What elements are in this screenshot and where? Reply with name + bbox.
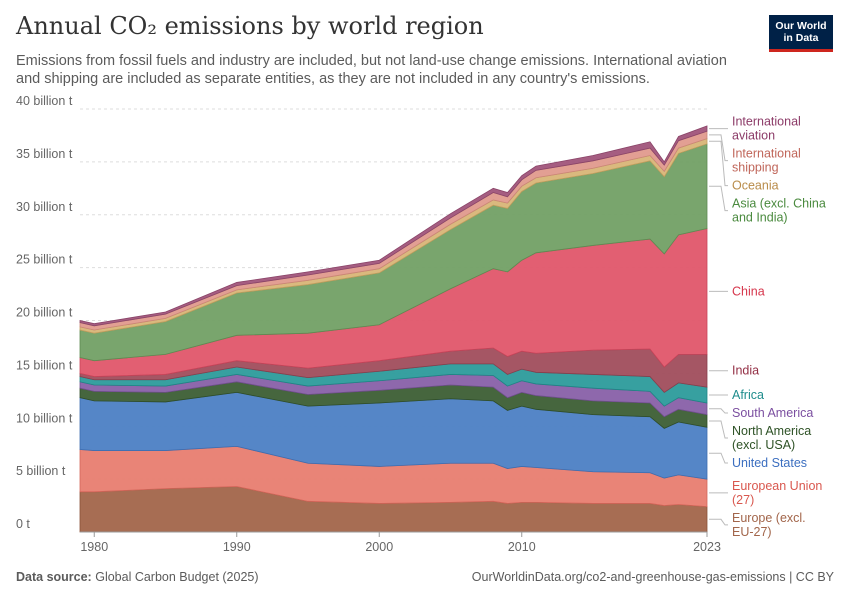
x-tick-label: 2010	[508, 540, 536, 554]
legend-label-line: India	[732, 364, 759, 378]
data-source: Data source: Global Carbon Budget (2025)	[16, 570, 259, 584]
legend-connector-north-america-excl-usa	[709, 420, 728, 439]
legend-label-oceania: Oceania	[732, 179, 779, 193]
legend-label-line: Africa	[732, 388, 764, 402]
legend-label-line: EU-27)	[732, 525, 772, 539]
data-source-text[interactable]: Global Carbon Budget (2025)	[95, 570, 259, 584]
legend-label-asia-excl-china-and-india: Asia (excl. China and India)	[732, 197, 826, 225]
legend-connector-europe-excl-eu-27	[709, 518, 728, 526]
legend-label-line: Asia (excl. China	[732, 197, 826, 211]
x-tick-label: 2023	[693, 540, 721, 554]
legend-label-china: China	[732, 284, 765, 298]
legend-connector-united-states	[709, 452, 728, 464]
legend-connector-asia-excl-china-and-india	[709, 185, 728, 212]
legend-label-line: (excl. USA)	[732, 438, 795, 452]
data-source-label: Data source:	[16, 570, 92, 584]
area-international-aviation	[79, 125, 708, 327]
logo-line-2: in Data	[783, 32, 819, 44]
owid-logo[interactable]: Our World in Data	[769, 15, 833, 52]
y-tick-label: 5 billion t	[16, 464, 66, 478]
legend-connector-international-shipping	[709, 134, 728, 162]
legend-label-line: United States	[732, 456, 807, 470]
legend-label-south-america: South America	[732, 406, 813, 420]
legend-label-line: International	[732, 115, 801, 129]
legend-label-line: and India)	[732, 211, 788, 225]
legend-label-line: Europe (excl.	[732, 511, 806, 525]
legend-label-europe-excl-eu-27: Europe (excl. EU-27)	[732, 511, 806, 539]
y-tick-label: 35 billion t	[16, 147, 73, 161]
legend-label-line: European Union	[732, 479, 822, 493]
legend-label-line: South America	[732, 406, 813, 420]
y-tick-label: 15 billion t	[16, 358, 73, 372]
x-tick-label: 2000	[365, 540, 393, 554]
legend-label-line: shipping	[732, 161, 779, 175]
legend-label-international-aviation: International aviation	[732, 115, 801, 143]
legend-label-india: India	[732, 364, 759, 378]
y-tick-label: 20 billion t	[16, 306, 73, 320]
legend-label-north-america-excl-usa: North America (excl. USA)	[732, 424, 811, 452]
legend-label-line: (27)	[732, 493, 754, 507]
y-tick-label: 30 billion t	[16, 200, 73, 214]
legend-label-united-states: United States	[732, 456, 807, 470]
legend-label-european-union-27: European Union (27)	[732, 479, 822, 507]
legend-label-line: aviation	[732, 129, 775, 143]
legend-label-line: China	[732, 284, 765, 298]
y-tick-label: 40 billion t	[16, 94, 73, 108]
chart-subtitle: Emissions from fossil fuels and industry…	[16, 53, 727, 87]
source-url[interactable]: OurWorldinData.org/co2-and-greenhouse-ga…	[471, 570, 834, 584]
legend-connector-south-america	[709, 408, 728, 414]
chart-title: Annual CO₂ emissions by world region	[16, 12, 484, 40]
y-tick-label: 0 t	[16, 517, 30, 531]
legend-label-line: Oceania	[732, 179, 779, 193]
x-tick-label: 1980	[80, 540, 108, 554]
x-tick-label: 1990	[223, 540, 251, 554]
y-tick-label: 10 billion t	[16, 411, 73, 425]
legend-label-line: North America	[732, 424, 811, 438]
logo-line-1: Our World	[775, 20, 827, 32]
legend-label-international-shipping: International shipping	[732, 147, 801, 175]
y-tick-label: 25 billion t	[16, 253, 73, 267]
legend-label-africa: Africa	[732, 388, 764, 402]
legend-label-line: International	[732, 147, 801, 161]
stacked-area-chart: 0 t 5 billion t 10 billion t 15 billion t 20…	[16, 94, 826, 554]
legend-connector-oceania	[709, 140, 728, 187]
